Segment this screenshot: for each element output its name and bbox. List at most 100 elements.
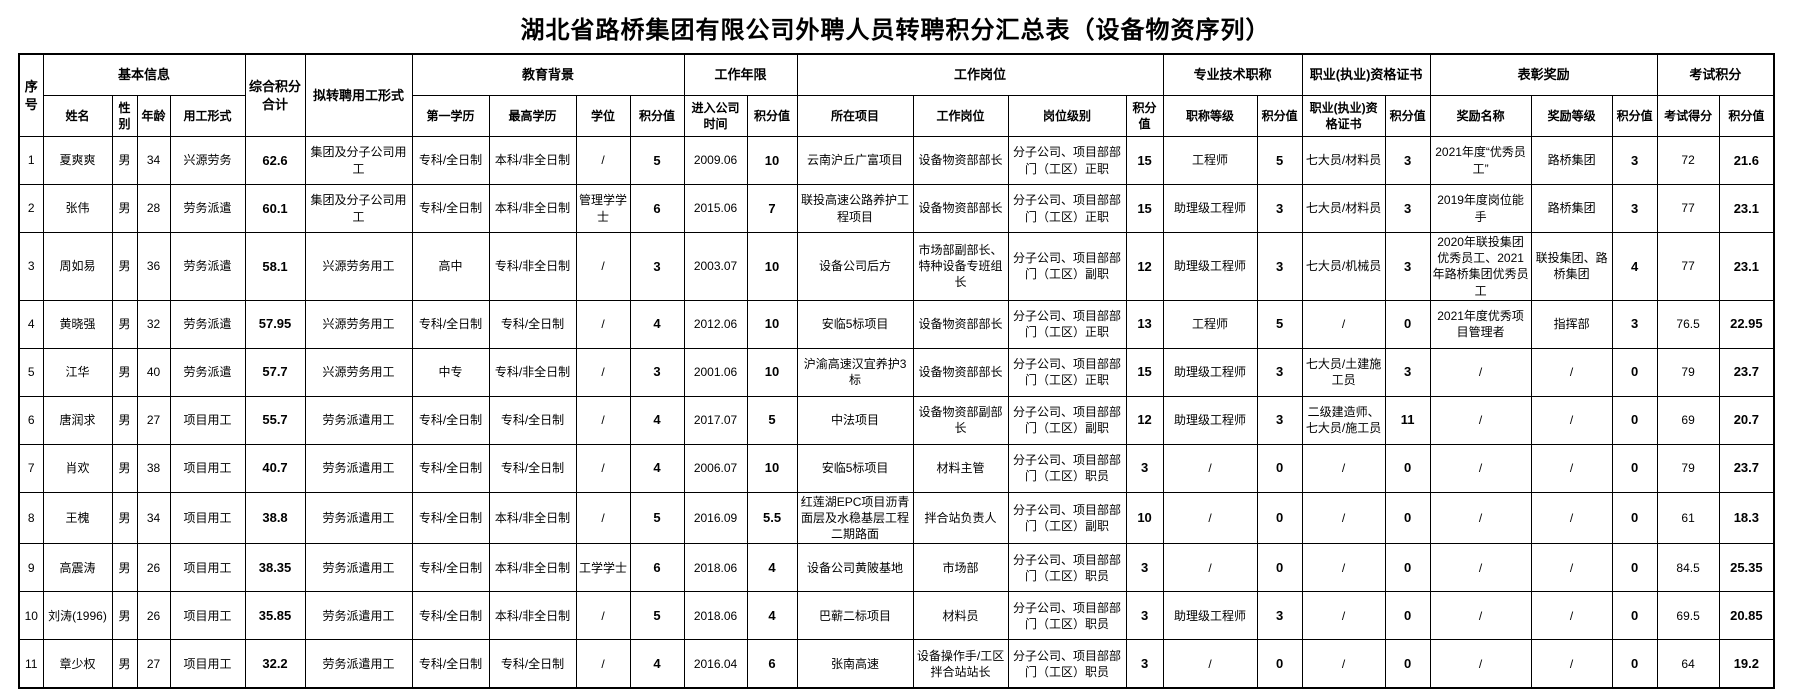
cell: 男 [111,347,138,397]
cell: 4 [629,395,685,445]
cell: 38 [136,443,171,493]
cell: 2017.07 [683,395,748,445]
table-row: 7 肖欢男 38 项目用工 40.7 劳务派遣用工 专科/全日制 专科/全日制/4 2006.0… [18,443,1775,493]
cell: / [575,443,631,493]
header-suozai-xiangmu: 所在项目 [796,95,914,137]
cell: / [1301,639,1386,689]
cell: 王槐 [42,491,113,545]
cell: 男 [111,591,138,641]
table-row: 2 张伟男 28 劳务派遣 60.1 集团及分子公司用工 专科/全日制 本科/非全日制 管理学学… [18,184,1775,233]
cell: 18.3 [1718,491,1775,545]
cell: / [1530,543,1613,593]
cell: 江华 [42,347,113,397]
cell: 设备物资部部长 [912,299,1009,349]
cell: 劳务派遣用工 [304,591,413,641]
cell: 3 [629,232,685,301]
cell: 26 [136,543,171,593]
table-row: 8 王槐男 34 项目用工 38.8 劳务派遣用工 专科/全日制 本科/非全日制/5 2016.… [18,491,1775,545]
cell: 分子公司、项目部部门（工区）职员 [1007,591,1127,641]
table-row: 1 夏爽爽男 34 兴源劳务 62.6 集团及分子公司用工 专科/全日制 本科/非全日制/5 2… [18,136,1775,185]
cell: / [1162,491,1258,545]
cell: 0 [1256,543,1303,593]
header-group-row: 序号 基本信息 综合积分合计 拟转聘用工形式 教育背景 工作年限 工作岗位 专业… [18,53,1775,137]
cell: 专科/全日制 [411,591,490,641]
cell: 市场部 [912,543,1009,593]
cell: 专科/全日制 [411,136,490,185]
header-xuhao: 序号 [18,53,44,137]
cell: 4 [629,639,685,689]
cell: 分子公司、项目部部门（工区）职员 [1007,543,1127,593]
cell: 项目用工 [169,543,246,593]
cell: 中专 [411,347,490,397]
cell: 23.7 [1718,347,1775,397]
cell: 中法项目 [796,395,914,445]
header-zonghe-jifen-heji: 综合积分合计 [244,53,306,137]
cell: 19.2 [1718,639,1775,689]
table-header: 序号 基本信息 综合积分合计 拟转聘用工形式 教育背景 工作年限 工作岗位 专业… [18,53,1775,137]
header-jinru-gongsi-shijian: 进入公司时间 [683,95,748,137]
cell: 32 [136,299,171,349]
cell: 22.95 [1718,299,1775,349]
cell: / [1429,491,1532,545]
cell: 劳务派遣 [169,184,246,233]
cell: / [575,299,631,349]
table-row: 3 周如易男 36 劳务派遣 58.1 兴源劳务用工 高中 专科/非全日制/3 2003.07 1… [18,232,1775,301]
header-jifenzhi-zhicheng: 积分值 [1256,95,1303,137]
cell: 10 [746,299,798,349]
cell: 刘涛(1996) [42,591,113,641]
cell: 10 [746,443,798,493]
cell: 0 [1384,543,1431,593]
cell: / [1429,591,1532,641]
cell: 4 [18,299,44,349]
cell: 1 [18,136,44,185]
cell: 12 [1125,232,1164,301]
cell: 0 [1611,395,1658,445]
cell: 11 [1384,395,1431,445]
cell: / [1530,491,1613,545]
cell: 64 [1656,639,1720,689]
cell: 4 [1611,232,1658,301]
cell: 男 [111,491,138,545]
cell: 男 [111,443,138,493]
cell: 专科/全日制 [488,299,577,349]
cell: 3 [1256,184,1303,233]
cell: 25.35 [1718,543,1775,593]
cell: 6 [629,184,685,233]
cell: 项目用工 [169,395,246,445]
header-group-kaoshi-jifen: 考试积分 [1656,53,1775,96]
cell: 兴源劳务用工 [304,299,413,349]
cell: 设备物资部部长 [912,184,1009,233]
cell: 6 [746,639,798,689]
cell: 79 [1656,443,1720,493]
cell: 20.7 [1718,395,1775,445]
cell: 5.5 [746,491,798,545]
cell: 夏爽爽 [42,136,113,185]
header-group-biaozhang-jiangli: 表彰奖励 [1429,53,1658,96]
cell: / [1530,347,1613,397]
header-group-zhuanye-jishu-zhicheng: 专业技术职称 [1162,53,1303,96]
cell: 张伟 [42,184,113,233]
cell: / [1530,443,1613,493]
cell: 35.85 [244,591,306,641]
cell: 3 [1611,136,1658,185]
cell: 0 [1611,347,1658,397]
header-xingming: 姓名 [42,95,113,137]
cell: 联投高速公路养护工程项目 [796,184,914,233]
cell: 3 [1611,184,1658,233]
cell: 2003.07 [683,232,748,301]
cell: 男 [111,299,138,349]
cell: 0 [1384,491,1431,545]
cell: 0 [1611,491,1658,545]
cell: 市场部副部长、特种设备专班组长 [912,232,1009,301]
cell: 助理级工程师 [1162,591,1258,641]
cell: 沪渝高速汉宜养护3标 [796,347,914,397]
cell: / [1429,443,1532,493]
cell: 专科/全日制 [488,443,577,493]
cell: 二级建造师、七大员/施工员 [1301,395,1386,445]
cell: 七大员/材料员 [1301,184,1386,233]
cell: 高中 [411,232,490,301]
table-row: 11 章少权男 27 项目用工 32.2 劳务派遣用工 专科/全日制 专科/全日制/4 2016… [18,639,1775,689]
cell: 0 [1384,639,1431,689]
header-kaoshi-defen: 考试得分 [1656,95,1720,137]
cell: 分子公司、项目部部门（工区）正职 [1007,136,1127,185]
